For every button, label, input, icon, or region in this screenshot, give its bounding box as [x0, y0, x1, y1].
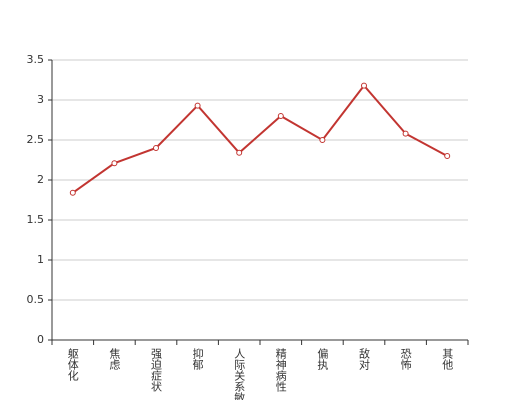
- y-tick-label: 1.5: [27, 213, 45, 226]
- x-tick-label: 其他: [441, 348, 454, 370]
- point: [236, 149, 243, 156]
- point: [402, 130, 409, 137]
- x-tick-label: 偏执: [316, 347, 329, 371]
- line: [72, 84, 448, 194]
- y-tick-label: 3: [37, 93, 44, 106]
- point: [277, 113, 284, 119]
- x-tick-label: 人际关系敏感: [233, 348, 246, 400]
- y-tick-label: 1: [37, 253, 44, 266]
- y-tick-label: 0: [37, 333, 44, 346]
- point: [319, 137, 326, 143]
- point: [153, 145, 159, 151]
- point: [69, 189, 76, 196]
- y-tick-label: 0.5: [27, 293, 45, 306]
- point: [194, 102, 201, 109]
- x-tick-label: 敌对: [358, 347, 371, 370]
- y-tick-label: 2: [37, 173, 44, 186]
- x-tick-label: 躯体化: [66, 348, 79, 382]
- point: [444, 153, 451, 159]
- x-tick-label: 恐怖: [399, 348, 412, 370]
- x-tick-label: 精神病性: [274, 348, 287, 393]
- point: [361, 82, 367, 89]
- y-tick-label: 3.5: [27, 53, 45, 66]
- point: [111, 160, 118, 167]
- x-tick-label: 抑郁: [191, 347, 204, 370]
- x-tick-label: 强迫症状: [150, 348, 163, 392]
- y-tick-label: 2.5: [27, 133, 45, 146]
- x-tick-label: 焦虑: [108, 348, 121, 370]
